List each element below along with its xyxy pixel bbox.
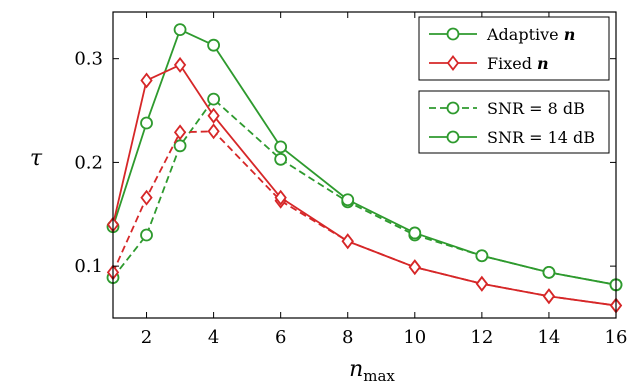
data-point: [274, 152, 288, 166]
data-point: [542, 265, 556, 279]
legend-method: Adaptive n Fixed n: [418, 16, 610, 81]
data-point: [408, 226, 422, 240]
legend-label: SNR = 14 dB: [487, 128, 595, 147]
series-line: [112, 28, 617, 286]
data-point: [140, 228, 153, 242]
data-point: [140, 72, 153, 89]
series-line: [112, 64, 617, 307]
x-tick-label: 4: [208, 327, 219, 348]
data-point: [207, 92, 221, 106]
x-tick-label: 10: [403, 327, 426, 348]
data-point: [274, 189, 287, 206]
legend-label: Adaptive n: [486, 25, 575, 44]
series-line: [112, 130, 617, 307]
x-tick-label: 16: [605, 327, 628, 348]
x-tick-label: 12: [470, 327, 493, 348]
data-point: [341, 233, 354, 250]
legend-marker: [446, 101, 460, 115]
data-point: [173, 124, 187, 141]
data-point: [408, 259, 421, 276]
legend-label: Fixed n: [487, 54, 549, 73]
x-tick-label: 2: [141, 327, 152, 348]
data-point: [173, 139, 187, 153]
y-tick-label: 0.1: [74, 256, 103, 277]
data-point: [274, 140, 288, 154]
legend-label: SNR = 8 dB: [487, 99, 585, 118]
data-point: [542, 288, 556, 305]
series-layer: [106, 23, 623, 314]
legend-snr: SNR = 8 dB SNR = 14 dB: [418, 90, 610, 154]
data-point: [173, 23, 187, 37]
series-0: [106, 23, 623, 292]
x-tick-label: 8: [342, 327, 353, 348]
tick-layer: 2 4 6 8 10 12 14 16 0.1 0.2 0.3: [74, 12, 627, 348]
series-1: [106, 56, 623, 314]
data-point: [475, 275, 489, 292]
legend-layer: Adaptive n Fixed n SNR = 8 dB SNR = 14 dB: [418, 16, 610, 154]
data-point: [207, 123, 220, 140]
x-axis-label: nmax: [349, 357, 395, 385]
y-tick-label: 0.2: [74, 152, 103, 173]
data-point: [173, 56, 187, 73]
y-axis-label: τ: [30, 146, 43, 171]
legend-marker: [446, 27, 460, 41]
plot-frame: [112, 11, 617, 319]
legend-box: [418, 16, 610, 81]
data-point: [475, 249, 489, 263]
legend-marker: [446, 55, 460, 71]
x-tick-label: 14: [537, 327, 560, 348]
data-point: [341, 193, 355, 207]
data-point: [207, 38, 221, 52]
data-point: [140, 116, 153, 130]
x-axis-label-main: n: [349, 357, 363, 382]
data-point: [140, 189, 153, 206]
data-point: [207, 107, 220, 124]
x-tick-label: 6: [275, 327, 286, 348]
x-axis-label-subscript: max: [363, 367, 395, 385]
legend-marker: [446, 130, 460, 144]
y-tick-label: 0.3: [74, 49, 103, 70]
